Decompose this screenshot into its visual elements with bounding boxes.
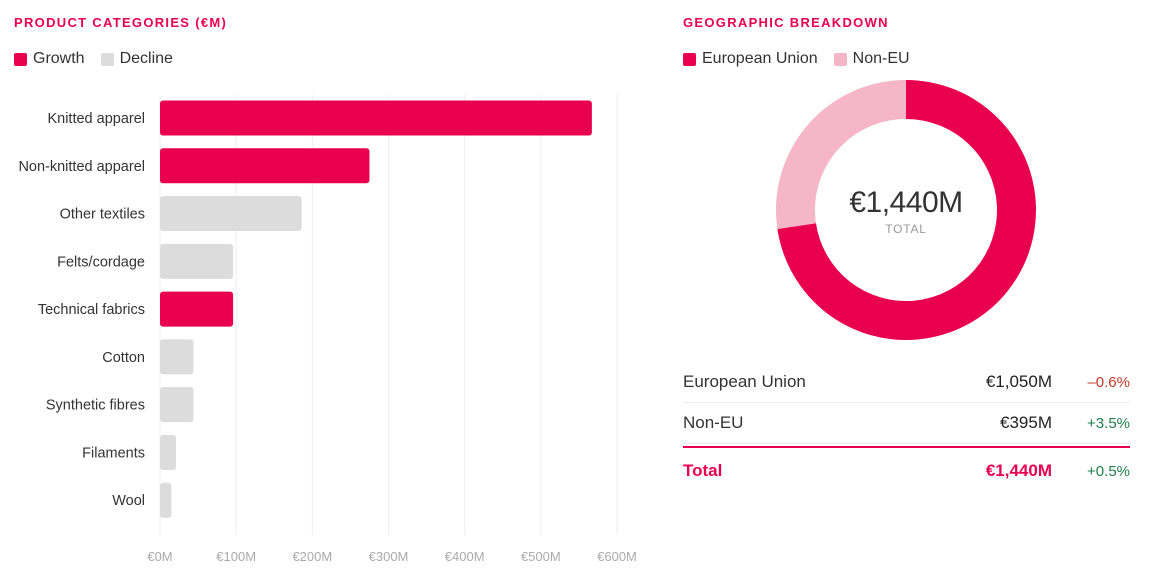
bar — [160, 196, 302, 232]
legend-growth-label: Growth — [33, 50, 85, 67]
category-label: Cotton — [102, 350, 145, 366]
decline-swatch — [100, 52, 114, 66]
bar — [160, 291, 234, 327]
category-label: Filaments — [82, 445, 145, 461]
row-value: €395M — [1000, 413, 1052, 432]
legend-eu-label: European Union — [702, 50, 818, 67]
category-label: Felts/cordage — [57, 254, 145, 270]
donut-center-label: TOTAL — [885, 222, 927, 236]
legend-non-eu: Non-EU — [833, 50, 910, 68]
bar — [160, 243, 234, 279]
x-tick-label: €400M — [445, 549, 485, 564]
total-value: €1,440M — [985, 461, 1052, 480]
row-change: –0.6% — [1087, 373, 1130, 391]
legend-eu: European Union — [683, 50, 818, 68]
bar — [160, 100, 592, 136]
row-name: Non-EU — [683, 413, 744, 432]
total-change: +0.5% — [1087, 462, 1130, 480]
bar — [160, 387, 194, 423]
category-label: Technical fabrics — [38, 302, 145, 318]
x-tick-label: €200M — [292, 549, 332, 564]
donut-center-value: €1,440M — [849, 186, 963, 219]
table-row: Non-EU €395M +3.5% — [683, 403, 1130, 444]
bar — [160, 148, 370, 184]
total-name: Total — [683, 461, 723, 480]
product-categories-bar-chart: €0M €100M €200M €300M €400M €500M €600M Knitted… — [18, 95, 637, 564]
table-row: European Union €1,050M –0.6% — [683, 362, 1130, 403]
total-row: Total €1,440M +0.5% — [683, 446, 1130, 494]
x-tick-label: €500M — [521, 549, 561, 564]
category-label: Non-knitted apparel — [18, 159, 145, 175]
category-label: Other textiles — [60, 207, 145, 223]
x-tick-label: €300M — [369, 549, 409, 564]
geographic-breakdown-title: GEOGRAPHIC BREAKDOWN — [683, 15, 889, 30]
x-tick-label: €600M — [597, 549, 637, 564]
row-value: €1,050M — [985, 372, 1052, 391]
geographic-table: European Union €1,050M –0.6% Non-EU €395… — [683, 362, 1130, 494]
donut-slice — [777, 80, 1036, 340]
bar — [160, 434, 176, 470]
donut-slice — [776, 80, 906, 230]
legend-growth: Growth — [14, 50, 85, 68]
bar — [160, 482, 172, 518]
legend-decline: Decline — [100, 50, 173, 68]
x-tick-label: €100M — [216, 549, 256, 564]
donut-legend: European Union Non-EU — [683, 50, 926, 68]
bar-legend: Growth Decline — [14, 50, 189, 68]
legend-non-eu-label: Non-EU — [852, 50, 910, 67]
row-change: +3.5% — [1087, 414, 1130, 432]
bar — [160, 339, 194, 375]
geographic-donut-chart — [776, 80, 1036, 340]
category-label: Knitted apparel — [47, 111, 145, 127]
eu-swatch — [683, 52, 696, 66]
row-name: European Union — [683, 372, 806, 391]
x-tick-label: €0M — [147, 549, 172, 564]
category-label: Wool — [112, 493, 145, 509]
category-label: Synthetic fibres — [46, 398, 145, 414]
growth-swatch — [14, 52, 27, 66]
product-categories-title: PRODUCT CATEGORIES (€M) — [14, 15, 228, 30]
non-eu-swatch — [833, 52, 847, 66]
legend-decline-label: Decline — [119, 50, 173, 67]
